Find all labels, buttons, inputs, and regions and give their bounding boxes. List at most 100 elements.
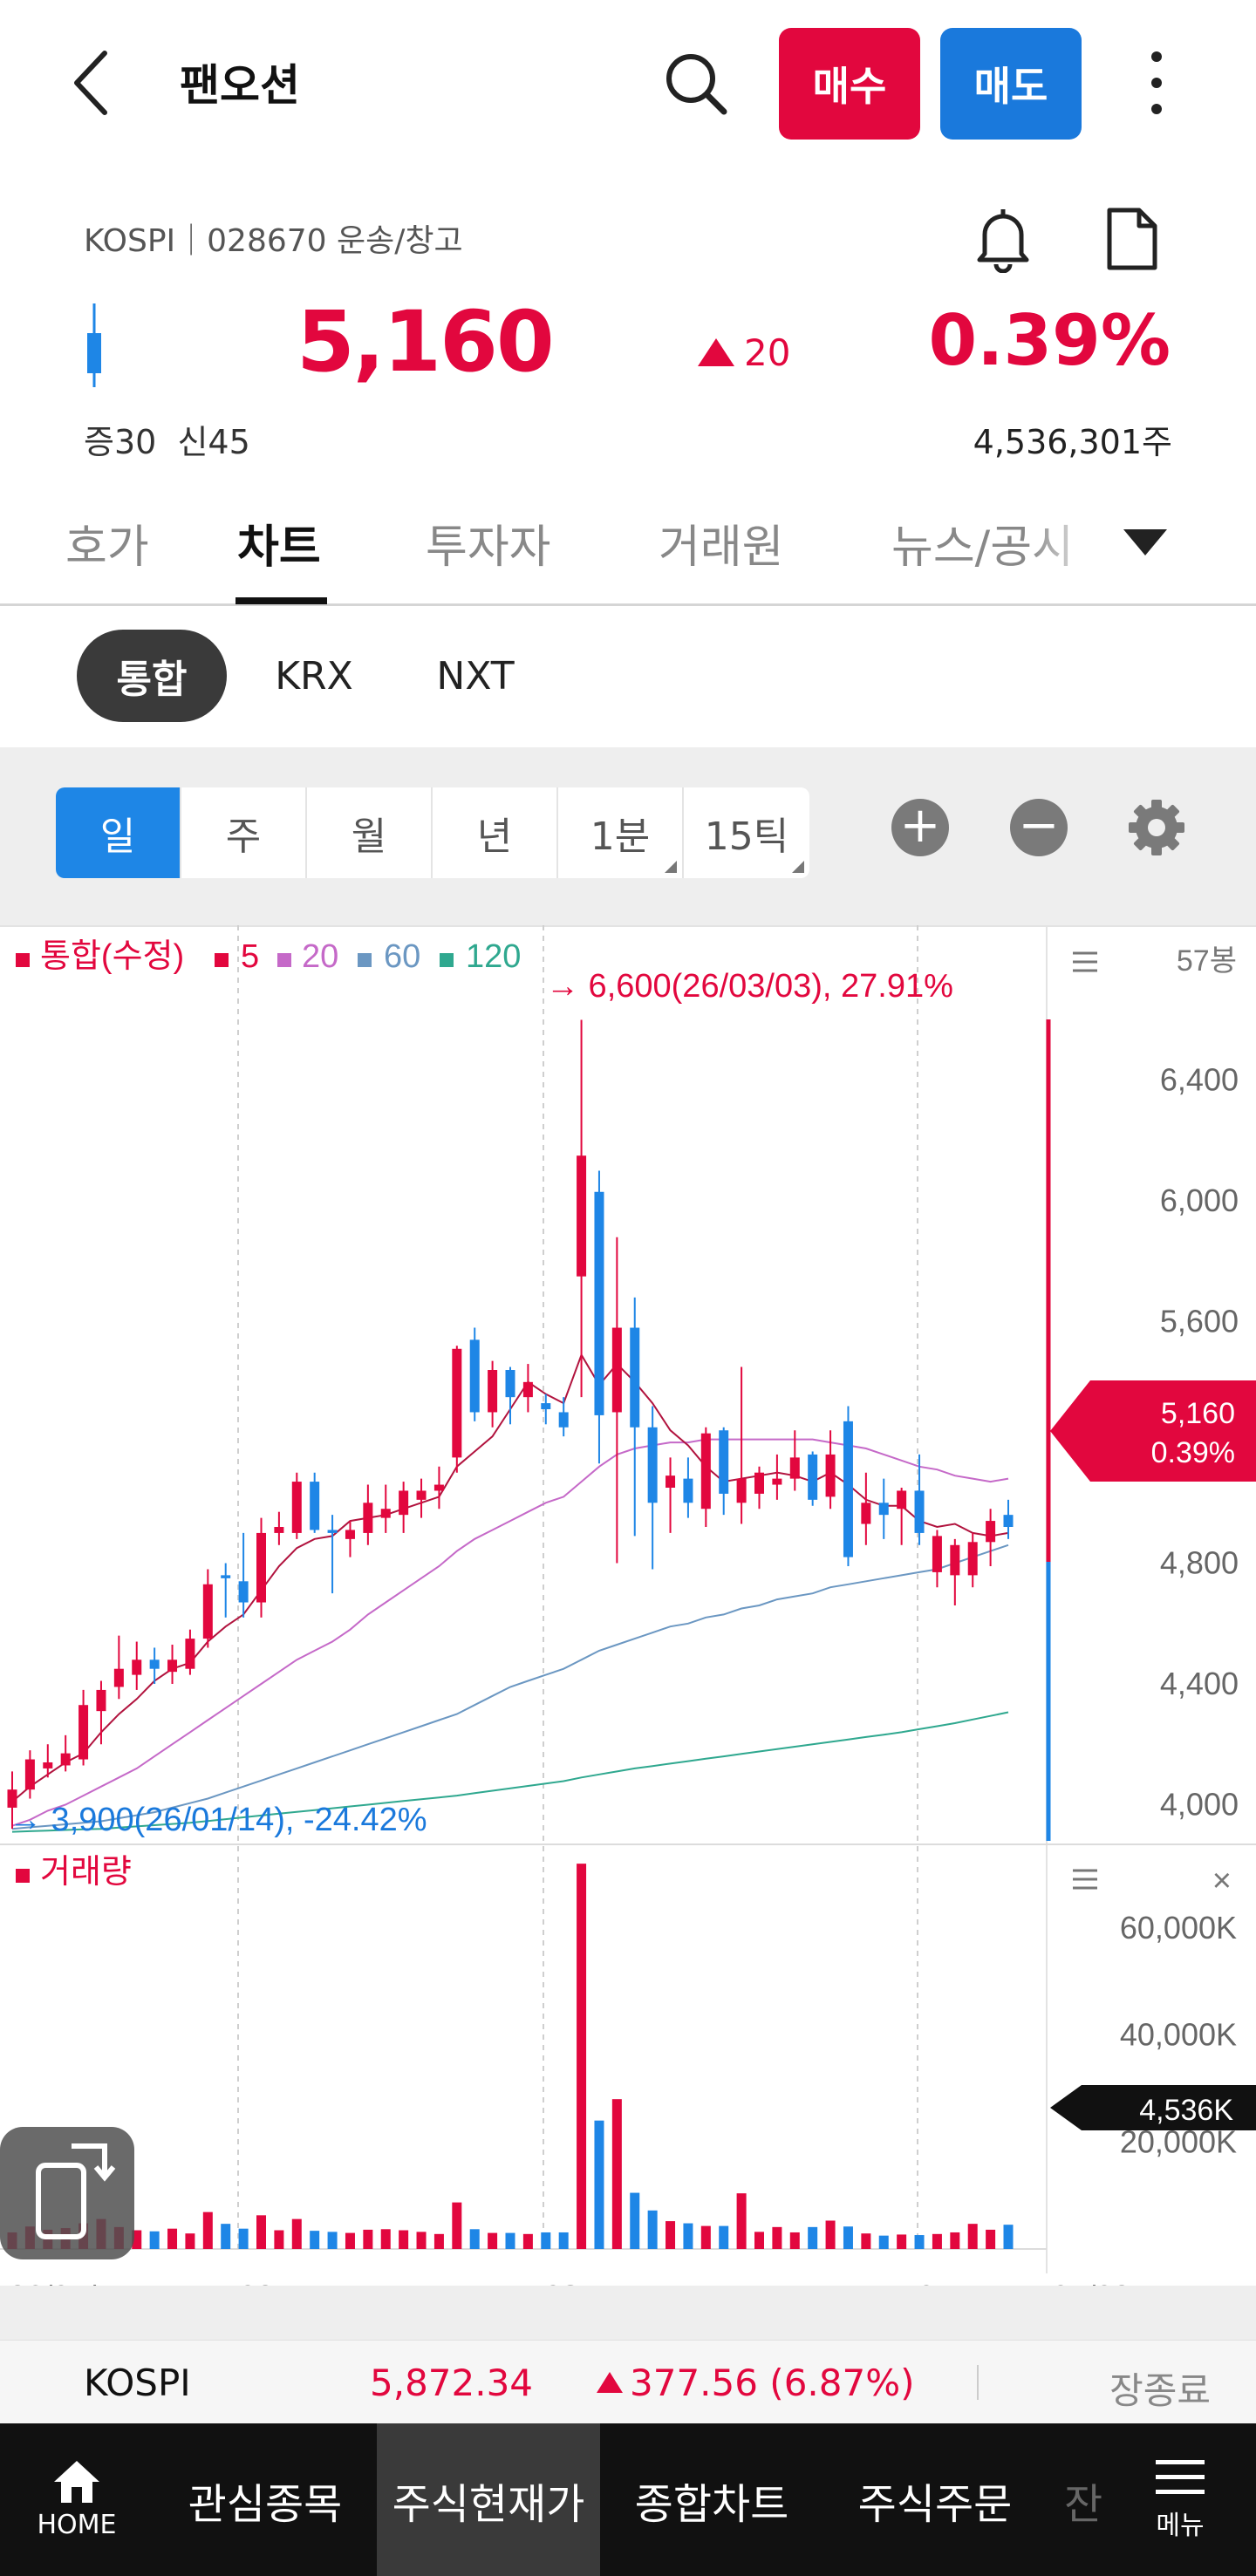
filter-krx[interactable]: KRX bbox=[275, 653, 353, 699]
candle-body bbox=[789, 1457, 800, 1479]
high-annotation: → 6,600(26/03/03), 27.91% bbox=[546, 968, 953, 1005]
market-status: 장종료 bbox=[1109, 2369, 1211, 2412]
y-tick-label: 4,400 bbox=[1160, 1666, 1239, 1701]
candle-body bbox=[577, 1155, 587, 1277]
memo-button[interactable] bbox=[1101, 205, 1162, 273]
bottom-nav: HOME 관심종목 주식현재가 종합차트 주식주문 잔 메뉴 bbox=[0, 2423, 1256, 2576]
nav-chart[interactable]: 종합차트 bbox=[634, 2479, 789, 2529]
zoom-out-button[interactable]: − bbox=[1010, 799, 1068, 856]
chart-settings-button[interactable] bbox=[1125, 796, 1188, 859]
period-day[interactable]: 일 bbox=[56, 787, 181, 878]
nav-more-partial[interactable]: 잔 bbox=[1064, 2479, 1103, 2529]
volume-bar bbox=[363, 2229, 373, 2249]
nav-order[interactable]: 주식주문 bbox=[857, 2479, 1013, 2529]
back-button[interactable] bbox=[70, 45, 122, 120]
rotate-screen-button[interactable] bbox=[0, 2127, 134, 2259]
candle-body bbox=[96, 1689, 106, 1712]
candle-body bbox=[914, 1490, 925, 1533]
volume-bar bbox=[256, 2215, 266, 2249]
candle-body bbox=[488, 1370, 498, 1413]
chart-options-icon[interactable] bbox=[1073, 951, 1097, 972]
gear-icon bbox=[1129, 800, 1184, 855]
candle-body bbox=[291, 1482, 302, 1533]
x-label-end: 04/08 bbox=[1052, 2279, 1130, 2286]
candle-body bbox=[60, 1753, 71, 1766]
candle-body bbox=[700, 1433, 711, 1509]
moving-average-lines bbox=[11, 1353, 1009, 1833]
price-change: 20 bbox=[744, 331, 791, 374]
total-volume: 4,536,301주 bbox=[973, 423, 1172, 461]
nav-current-price[interactable]: 주식현재가 bbox=[377, 2423, 600, 2576]
volume-bar bbox=[897, 2234, 907, 2249]
volume-bar bbox=[558, 2232, 569, 2249]
volume-bar bbox=[861, 2233, 871, 2249]
nav-home-label: HOME bbox=[37, 2510, 117, 2540]
chart-area[interactable]: 4,000 4,400 4,800 5,600 6,000 6,400 20,000K 40,… bbox=[0, 925, 1256, 2314]
legend-ma60-label: 60 bbox=[384, 938, 420, 975]
main-tabs: 호가 차트 투자자 거래원 뉴스/공시 bbox=[0, 484, 1256, 606]
candle-body bbox=[345, 1530, 355, 1539]
bell-icon bbox=[977, 209, 1029, 274]
close-volume-icon[interactable]: × bbox=[1212, 1863, 1232, 1899]
tab-chart[interactable]: 차트 bbox=[237, 521, 321, 574]
period-year[interactable]: 년 bbox=[433, 787, 558, 878]
candle-body bbox=[772, 1478, 782, 1485]
period-week[interactable]: 주 bbox=[181, 787, 307, 878]
nav-home[interactable]: HOME bbox=[0, 2423, 154, 2576]
volume-bar bbox=[149, 2231, 160, 2249]
volume-bar bbox=[843, 2226, 853, 2249]
volume-bar bbox=[647, 2210, 658, 2249]
candle-body bbox=[24, 1759, 35, 1790]
candle-body bbox=[1003, 1515, 1014, 1527]
candle-body bbox=[256, 1532, 266, 1603]
current-pct-tag-value: 0.39% bbox=[1151, 1436, 1235, 1469]
volume-bar bbox=[452, 2202, 462, 2249]
tab-dropdown-icon[interactable] bbox=[1123, 529, 1167, 555]
filter-nxt[interactable]: NXT bbox=[436, 653, 515, 699]
index-name: KOSPI bbox=[84, 2361, 191, 2404]
candle-body bbox=[202, 1584, 213, 1639]
candle-body bbox=[327, 1530, 338, 1533]
sell-button[interactable]: 매도 bbox=[940, 28, 1082, 140]
index-divider bbox=[977, 2365, 979, 2400]
volume-bar bbox=[611, 2099, 622, 2249]
legend-series-label: 통합(수정) bbox=[40, 938, 184, 975]
period-tick[interactable]: 15틱 bbox=[684, 787, 809, 878]
more-dot-icon bbox=[1151, 104, 1162, 114]
search-button[interactable] bbox=[661, 49, 731, 119]
y-tick-label: 6,400 bbox=[1160, 1062, 1239, 1098]
buy-button[interactable]: 매수 bbox=[779, 28, 920, 140]
candle-body bbox=[43, 1762, 53, 1768]
plus-icon: + bbox=[899, 797, 941, 854]
more-menu-button[interactable] bbox=[1134, 44, 1179, 122]
x-label-mar: 03 bbox=[544, 2279, 579, 2286]
x-label-start: 26/01/14 bbox=[9, 2279, 131, 2286]
candle-count: 57봉 bbox=[1177, 944, 1237, 978]
zoom-in-button[interactable]: + bbox=[891, 799, 949, 856]
nav-menu[interactable]: 메뉴 bbox=[1104, 2423, 1256, 2576]
candle-body bbox=[505, 1370, 515, 1398]
nav-watchlist[interactable]: 관심종목 bbox=[188, 2479, 343, 2529]
period-month[interactable]: 월 bbox=[307, 787, 433, 878]
volume-bar bbox=[469, 2229, 480, 2249]
period-minute[interactable]: 1분 bbox=[558, 787, 684, 878]
candle-body bbox=[132, 1659, 142, 1675]
tab-orderbook[interactable]: 호가 bbox=[65, 521, 149, 574]
index-value: 5,872.34 bbox=[370, 2361, 534, 2404]
candle-body bbox=[78, 1705, 89, 1760]
alert-button[interactable] bbox=[973, 205, 1034, 274]
legend-ma60-swatch bbox=[358, 953, 372, 967]
volume-options-icon[interactable] bbox=[1073, 1869, 1097, 1890]
tab-investor[interactable]: 투자자 bbox=[426, 521, 551, 574]
nav-menu-label: 메뉴 bbox=[1156, 2510, 1205, 2541]
current-price: 5,160 bbox=[297, 293, 555, 391]
candle-body bbox=[861, 1503, 871, 1524]
change-percent: 0.39% bbox=[928, 300, 1171, 381]
volume-bar bbox=[433, 2233, 444, 2249]
index-ticker-bar[interactable]: KOSPI 5,872.34 377.56 (6.87%) 장종료 bbox=[0, 2340, 1256, 2423]
stock-chart[interactable]: 4,0004,4004,8005,6006,0006,40020,000K40,… bbox=[0, 925, 1256, 2314]
candle-body bbox=[238, 1581, 249, 1603]
candle-body bbox=[594, 1191, 604, 1415]
tab-broker[interactable]: 거래원 bbox=[659, 521, 784, 574]
filter-integrated[interactable]: 통합 bbox=[77, 630, 227, 722]
